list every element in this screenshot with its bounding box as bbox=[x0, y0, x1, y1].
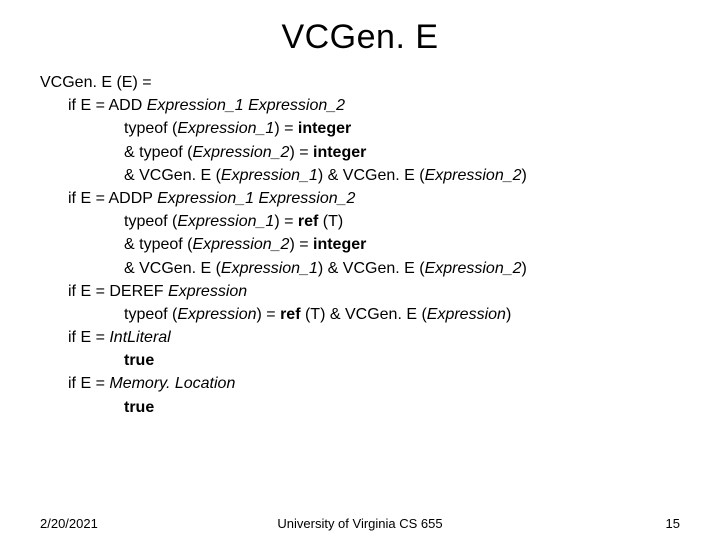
text-segment: ) = bbox=[274, 213, 298, 230]
text-segment: ) = bbox=[289, 144, 313, 161]
text-segment: ) bbox=[506, 306, 511, 323]
text-segment: ref bbox=[298, 213, 318, 230]
body-line: & VCGen. E (Expression_1) & VCGen. E (Ex… bbox=[40, 257, 680, 280]
text-segment: IntLiteral bbox=[109, 329, 170, 346]
text-segment: true bbox=[124, 399, 154, 416]
body-line: if E = ADDP Expression_1 Expression_2 bbox=[40, 187, 680, 210]
body-line: typeof (Expression_1) = ref (T) bbox=[40, 210, 680, 233]
slide-body: VCGen. E (E) = if E = ADD Expression_1 E… bbox=[40, 71, 680, 419]
text-segment: Expression_1 Expression_2 bbox=[147, 97, 345, 114]
text-segment: & VCGen. E ( bbox=[124, 167, 221, 184]
text-segment: Expression_2 bbox=[192, 144, 289, 161]
text-segment: ) bbox=[522, 260, 527, 277]
text-segment: (T) bbox=[318, 213, 343, 230]
text-segment: VCGen. E (E) = bbox=[40, 74, 152, 91]
text-segment: (T) & VCGen. E ( bbox=[301, 306, 427, 323]
text-segment: typeof ( bbox=[124, 120, 177, 137]
text-segment: ) = bbox=[274, 120, 298, 137]
text-segment: Expression bbox=[168, 283, 247, 300]
body-line: if E = IntLiteral bbox=[40, 326, 680, 349]
body-line: VCGen. E (E) = bbox=[40, 71, 680, 94]
body-line: if E = ADD Expression_1 Expression_2 bbox=[40, 94, 680, 117]
text-segment: Expression_1 bbox=[221, 167, 318, 184]
text-segment: ) bbox=[522, 167, 527, 184]
body-line: & typeof (Expression_2) = integer bbox=[40, 233, 680, 256]
body-line: typeof (Expression) = ref (T) & VCGen. E… bbox=[40, 303, 680, 326]
text-segment: ) & VCGen. E ( bbox=[318, 167, 425, 184]
text-segment: if E = DEREF bbox=[68, 283, 168, 300]
text-segment: typeof ( bbox=[124, 306, 177, 323]
text-segment: integer bbox=[313, 144, 366, 161]
text-segment: Memory. Location bbox=[109, 375, 235, 392]
footer-page-number: 15 bbox=[666, 516, 680, 531]
body-line: & VCGen. E (Expression_1) & VCGen. E (Ex… bbox=[40, 164, 680, 187]
text-segment: Expression_2 bbox=[425, 260, 522, 277]
text-segment: & typeof ( bbox=[124, 236, 192, 253]
body-line: true bbox=[40, 396, 680, 419]
text-segment: Expression bbox=[427, 306, 506, 323]
text-segment: & typeof ( bbox=[124, 144, 192, 161]
text-segment: Expression_1 bbox=[221, 260, 318, 277]
text-segment: Expression_1 Expression_2 bbox=[157, 190, 355, 207]
text-segment: if E = bbox=[68, 375, 109, 392]
text-segment: Expression_1 bbox=[177, 120, 274, 137]
text-segment: if E = bbox=[68, 329, 109, 346]
text-segment: ) = bbox=[289, 236, 313, 253]
slide: VCGen. E VCGen. E (E) = if E = ADD Expre… bbox=[0, 0, 720, 540]
text-segment: Expression bbox=[177, 306, 256, 323]
body-line: & typeof (Expression_2) = integer bbox=[40, 141, 680, 164]
text-segment: Expression_2 bbox=[192, 236, 289, 253]
text-segment: ) & VCGen. E ( bbox=[318, 260, 425, 277]
text-segment: if E = ADDP bbox=[68, 190, 157, 207]
text-segment: & VCGen. E ( bbox=[124, 260, 221, 277]
body-line: if E = Memory. Location bbox=[40, 372, 680, 395]
body-line: true bbox=[40, 349, 680, 372]
text-segment: typeof ( bbox=[124, 213, 177, 230]
text-segment: Expression_2 bbox=[425, 167, 522, 184]
body-line: if E = DEREF Expression bbox=[40, 280, 680, 303]
body-line: typeof (Expression_1) = integer bbox=[40, 117, 680, 140]
text-segment: integer bbox=[313, 236, 366, 253]
text-segment: if E = ADD bbox=[68, 97, 147, 114]
text-segment: true bbox=[124, 352, 154, 369]
text-segment: ref bbox=[280, 306, 300, 323]
footer-center: University of Virginia CS 655 bbox=[0, 516, 720, 531]
text-segment: Expression_1 bbox=[177, 213, 274, 230]
text-segment: integer bbox=[298, 120, 351, 137]
slide-title: VCGen. E bbox=[40, 18, 680, 57]
text-segment: ) = bbox=[257, 306, 281, 323]
